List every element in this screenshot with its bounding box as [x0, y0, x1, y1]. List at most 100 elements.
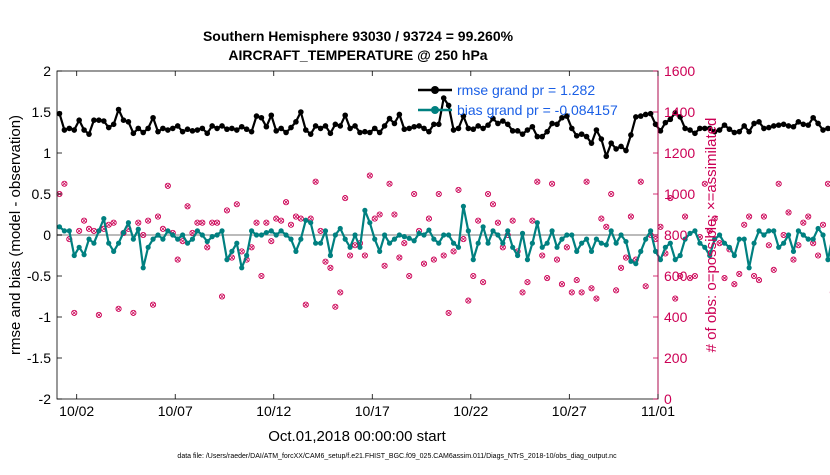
obs-assimilated-marker — [787, 210, 791, 214]
bias-point — [279, 228, 284, 233]
rmse-point — [111, 122, 117, 128]
rmse-point — [549, 121, 555, 127]
bias-point — [264, 230, 269, 235]
obs-assimilated-marker — [806, 215, 810, 219]
bias-point — [126, 220, 131, 225]
y-axis-left-label: rmse and bias (model - observation) — [7, 115, 24, 355]
rmse-point — [71, 127, 77, 133]
rmse-point — [352, 123, 358, 129]
bias-point — [722, 241, 727, 246]
rmse-point — [313, 123, 319, 129]
rmse-point — [204, 131, 210, 137]
rmse-point — [86, 131, 92, 137]
rmse-point — [224, 126, 230, 132]
rmse-point — [209, 123, 215, 129]
bias-point — [816, 226, 821, 231]
bias-point — [150, 237, 155, 242]
bias-point — [451, 241, 456, 246]
obs-assimilated-marker — [777, 182, 781, 186]
bias-point — [67, 228, 72, 233]
obs-assimilated-marker — [791, 258, 795, 262]
bias-point — [781, 241, 786, 246]
bias-point — [751, 241, 756, 246]
legend-bias-label: bias grand pr = -0.084157 — [457, 102, 618, 118]
rmse-point — [411, 124, 417, 130]
rmse-point — [470, 126, 476, 132]
bias-point — [146, 245, 151, 250]
bias-point — [742, 237, 747, 242]
obs-assimilated-marker — [821, 223, 825, 227]
bias-point — [589, 249, 594, 254]
bias-point — [771, 228, 776, 233]
x-tick-label: 10/22 — [453, 403, 488, 419]
left-tick-label: -1 — [39, 309, 52, 325]
bias-point — [623, 239, 628, 244]
rmse-point — [254, 113, 260, 119]
rmse-point — [96, 117, 102, 123]
rmse-point — [323, 123, 329, 129]
left-tick-label: 0.5 — [32, 186, 52, 202]
bias-point — [692, 228, 697, 233]
right-tick-label: 1600 — [664, 63, 695, 79]
rmse-point — [732, 130, 738, 136]
rmse-point — [761, 126, 767, 132]
bias-point — [239, 265, 244, 270]
bias-point — [195, 228, 200, 233]
left-tick-label: 1 — [43, 145, 51, 161]
rmse-point — [741, 123, 747, 129]
rmse-point — [259, 115, 265, 121]
bias-point — [776, 245, 781, 250]
rmse-point — [81, 127, 87, 133]
bias-point — [806, 237, 811, 242]
bias-point — [249, 228, 254, 233]
rmse-point — [397, 112, 403, 118]
bias-point — [579, 241, 584, 246]
bias-point — [801, 232, 806, 237]
rmse-point — [815, 121, 821, 127]
rmse-point — [510, 128, 516, 134]
rmse-point — [106, 125, 112, 131]
bias-point — [441, 232, 446, 237]
rmse-point — [628, 132, 634, 138]
rmse-point — [160, 126, 166, 132]
bias-point — [525, 257, 530, 262]
rmse-point — [116, 107, 122, 113]
bias-point — [338, 226, 343, 231]
rmse-point — [451, 127, 457, 133]
obs-assimilated-marker — [826, 182, 830, 186]
bias-point — [362, 208, 367, 213]
bias-point — [269, 228, 274, 233]
rmse-point — [426, 129, 432, 135]
legend-rmse-label: rmse grand pr = 1.282 — [457, 82, 595, 98]
bias-point — [549, 228, 554, 233]
bias-point — [820, 232, 825, 237]
bias-point — [732, 253, 737, 258]
rmse-point — [599, 136, 605, 142]
rmse-point — [273, 128, 279, 134]
bias-point — [234, 241, 239, 246]
bias-point — [367, 220, 372, 225]
rmse-point — [569, 126, 575, 132]
bias-point — [155, 232, 160, 237]
rmse-point — [530, 124, 536, 130]
rmse-point — [638, 113, 644, 119]
bias-point — [618, 232, 623, 237]
bias-point — [510, 245, 515, 250]
bias-point — [594, 237, 599, 242]
rmse-point — [554, 122, 560, 128]
bias-point — [160, 237, 165, 242]
obs-assimilated-marker — [732, 282, 736, 286]
bias-point — [628, 259, 633, 264]
bias-point — [476, 241, 481, 246]
bias-point — [614, 241, 619, 246]
rmse-point — [456, 126, 462, 132]
bias-point — [673, 257, 678, 262]
bias-point — [323, 228, 328, 233]
bias-point — [175, 237, 180, 242]
x-tick-label: 10/02 — [59, 403, 94, 419]
bias-point — [259, 232, 264, 237]
rmse-point — [131, 131, 137, 137]
bias-point — [81, 252, 86, 257]
bias-point — [500, 241, 505, 246]
left-tick-label: -1.5 — [27, 350, 51, 366]
